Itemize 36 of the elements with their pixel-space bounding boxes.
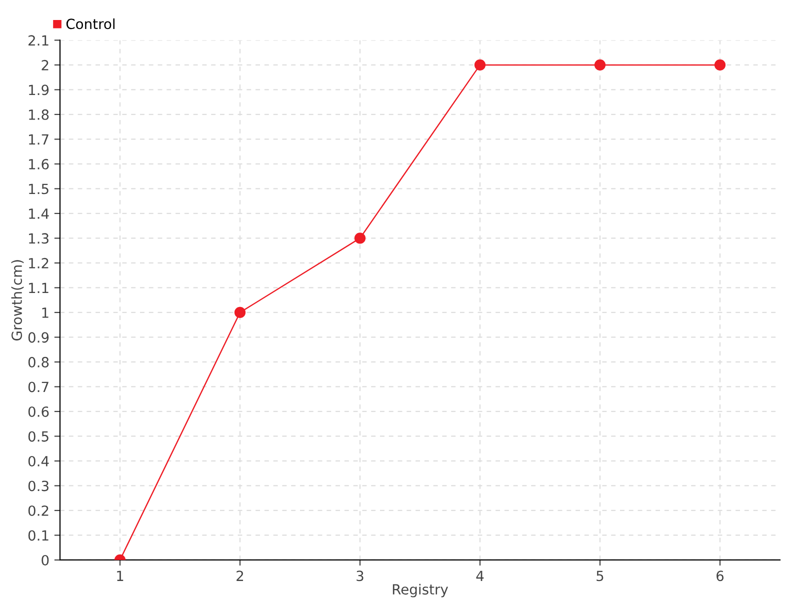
point xyxy=(594,59,606,71)
y-tick-label: 0.4 xyxy=(28,456,49,466)
y-axis-title: Growth(cm) xyxy=(11,260,24,340)
x-tick-label: 2 xyxy=(236,570,244,581)
point xyxy=(354,232,366,244)
y-tick-label: 2 xyxy=(42,60,48,70)
y-tick-label: 0.5 xyxy=(28,431,48,442)
point xyxy=(714,59,726,71)
x-tick-label: 4 xyxy=(476,570,484,581)
y-tick-label: 1.1 xyxy=(29,282,48,293)
y-tick-label: 1.2 xyxy=(29,258,48,268)
x-axis-title: Registry xyxy=(392,584,448,598)
y-tick-label: 1.4 xyxy=(29,208,49,219)
y-tick-label: 1.6 xyxy=(29,158,49,170)
y-tick-label: 1.3 xyxy=(29,233,48,244)
y-tick-label: 0.9 xyxy=(28,332,49,343)
y-tick-label: 1.9 xyxy=(29,84,49,96)
y-tick-label: 0.7 xyxy=(28,382,48,392)
y-tick-label: 0 xyxy=(42,554,49,566)
y-tick-label: 0.3 xyxy=(28,480,48,492)
y-tick-label: 2.1 xyxy=(28,35,48,46)
legend-label: Control xyxy=(66,18,115,30)
y-tick-label: 0.2 xyxy=(28,505,48,516)
point xyxy=(474,59,486,71)
point xyxy=(234,306,246,318)
x-tick-label: 5 xyxy=(596,570,604,582)
y-tick-label: 0.6 xyxy=(28,406,49,417)
y-tick-label: 0.8 xyxy=(28,356,49,368)
y-tick-label: 1 xyxy=(42,308,48,318)
y-tick-label: 1.8 xyxy=(29,109,49,120)
y-tick-label: 0.1 xyxy=(28,530,48,541)
x-tick-label: 3 xyxy=(356,570,364,582)
y-tick-label: 1.7 xyxy=(29,134,48,144)
y-tick-label: 1.5 xyxy=(29,184,48,194)
x-tick-label: 1 xyxy=(117,570,124,581)
x-tick-label: 6 xyxy=(716,570,724,582)
